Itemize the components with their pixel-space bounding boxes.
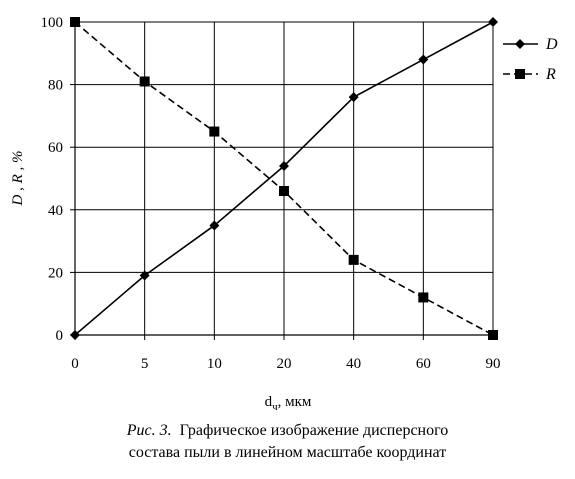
legend-entry-D: D (503, 36, 558, 53)
data-point-R (488, 330, 498, 340)
data-point-D (418, 54, 429, 65)
grid (74, 21, 494, 336)
series-R (70, 17, 498, 340)
data-point-R (209, 126, 220, 137)
y-tick-label: 80 (48, 78, 63, 94)
x-tick-label: 0 (71, 356, 79, 372)
x-tick-label: 5 (141, 356, 149, 372)
caption-line-1: Рис. 3. Графическое изображение дисперсн… (0, 420, 575, 442)
x-tick-label: 40 (346, 356, 361, 372)
y-tick-label: 40 (48, 203, 63, 219)
data-point-D (70, 330, 80, 340)
legend-marker-R (515, 69, 525, 79)
data-point-R (139, 76, 150, 87)
legend-label-R: R (545, 66, 556, 83)
data-point-D (348, 92, 359, 103)
x-tick-label: 20 (277, 356, 292, 372)
figure-number: Рис. 3. (126, 422, 172, 439)
data-point-R (279, 186, 289, 197)
legend: DR (503, 36, 558, 83)
figure-caption: Рис. 3. Графическое изображение дисперсн… (0, 420, 575, 464)
y-tick-label: 60 (48, 140, 63, 156)
chart: 0 20 40 60 80 100 0 5 10 20 40 60 90 DR D , R , % dч… (10, 15, 558, 413)
data-point-R (70, 17, 80, 27)
x-axis-label-subscript: ч (272, 401, 278, 413)
x-axis-label: dч, мкм (265, 394, 312, 413)
y-tick-label: 0 (56, 328, 64, 344)
data-point-D (488, 17, 498, 27)
data-point-R (418, 292, 429, 303)
legend-marker-D (515, 39, 525, 49)
series-layer (70, 17, 498, 340)
axes (70, 21, 494, 340)
y-axis-title: D , R , % (10, 151, 26, 207)
legend-label-D: D (545, 36, 558, 53)
series-D (70, 17, 498, 340)
data-point-D (139, 270, 150, 281)
caption-text-2: состава пыли в линейном масштабе координ… (128, 444, 447, 461)
x-tick-label: 90 (486, 356, 501, 372)
legend-entry-R: R (503, 66, 556, 83)
x-axis-label-main: d (265, 394, 273, 410)
data-point-D (209, 220, 220, 231)
y-tick-label: 100 (41, 15, 64, 31)
data-point-D (279, 160, 289, 171)
tick-labels: 0 20 40 60 80 100 0 5 10 20 40 60 90 (41, 15, 501, 372)
x-tick-label: 10 (207, 356, 222, 372)
y-tick-label: 20 (48, 265, 63, 281)
data-point-R (348, 254, 359, 265)
x-axis-label-unit: , мкм (278, 394, 312, 410)
y-axis-label: D , R , % (10, 151, 26, 207)
x-tick-label: 60 (416, 356, 431, 372)
caption-text-1: Графическое изображение дисперсного (179, 422, 449, 439)
